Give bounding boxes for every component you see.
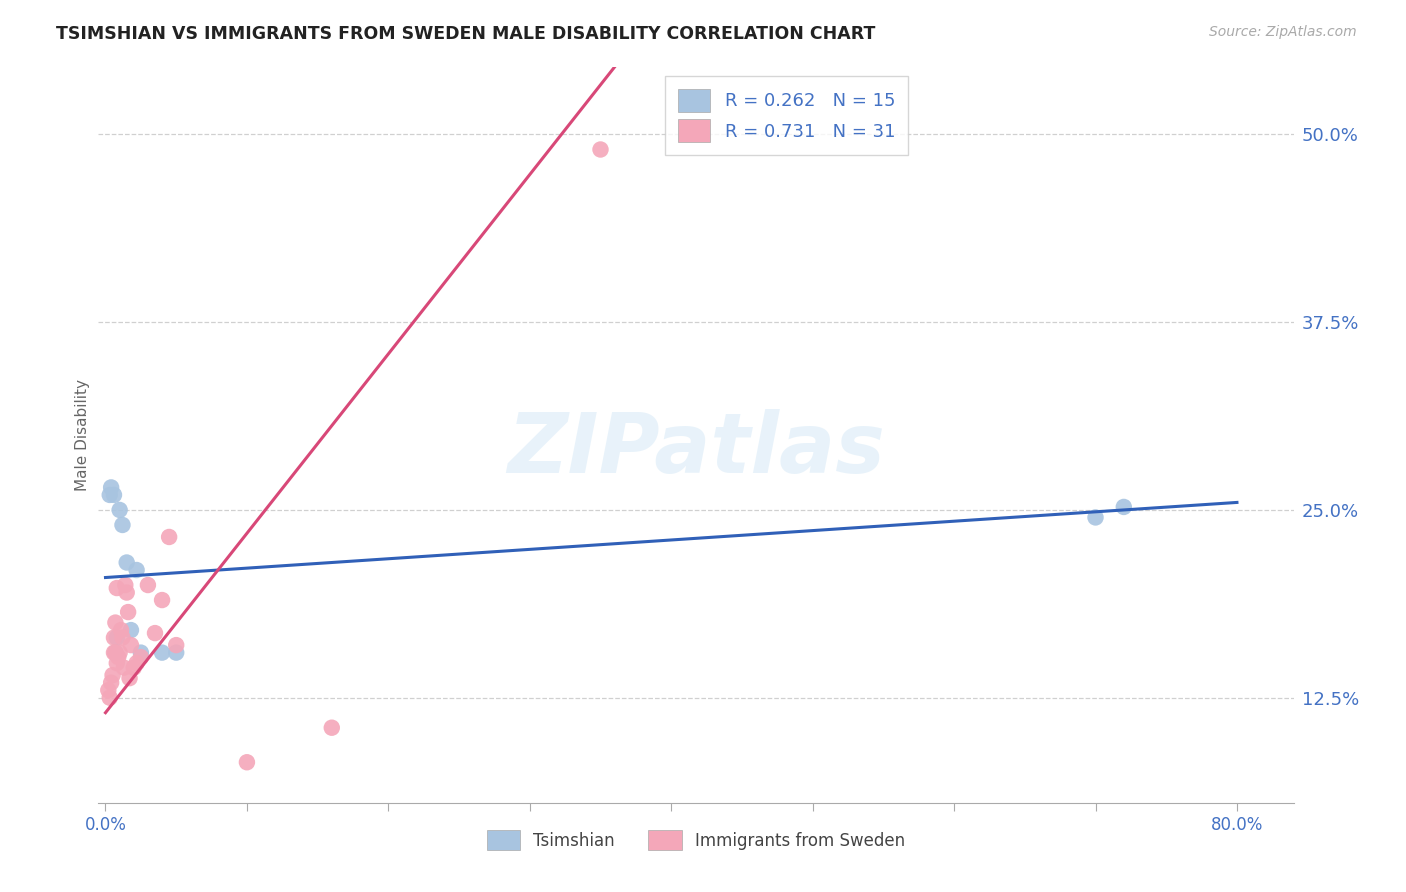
Point <box>107 650 129 665</box>
Point <box>103 646 125 660</box>
Point <box>321 721 343 735</box>
Point <box>136 578 159 592</box>
Point <box>129 646 152 660</box>
Point <box>150 646 173 660</box>
Point <box>143 626 166 640</box>
Point <box>110 623 132 637</box>
Point <box>150 593 173 607</box>
Text: ZIPatlas: ZIPatlas <box>508 409 884 490</box>
Point <box>120 623 142 637</box>
Legend: Tsimshian, Immigrants from Sweden: Tsimshian, Immigrants from Sweden <box>479 823 912 857</box>
Point <box>129 650 152 665</box>
Point <box>103 488 125 502</box>
Point <box>111 518 134 533</box>
Point <box>104 615 127 630</box>
Point <box>115 585 138 599</box>
Point <box>125 656 148 670</box>
Point <box>100 675 122 690</box>
Point <box>112 660 135 674</box>
Point <box>104 646 127 660</box>
Point <box>97 683 120 698</box>
Point <box>114 578 136 592</box>
Point <box>100 480 122 494</box>
Point <box>165 646 187 660</box>
Point <box>105 581 128 595</box>
Point <box>98 690 121 705</box>
Point <box>120 638 142 652</box>
Point <box>108 646 131 660</box>
Point <box>125 563 148 577</box>
Point <box>105 656 128 670</box>
Point <box>103 631 125 645</box>
Point <box>122 660 145 674</box>
Point <box>157 530 180 544</box>
Point <box>589 143 612 157</box>
Point <box>98 488 121 502</box>
Point <box>1112 500 1135 514</box>
Point <box>118 671 141 685</box>
Point <box>165 638 187 652</box>
Point <box>111 631 134 645</box>
Y-axis label: Male Disability: Male Disability <box>75 379 90 491</box>
Point <box>1084 510 1107 524</box>
Text: Source: ZipAtlas.com: Source: ZipAtlas.com <box>1209 25 1357 39</box>
Point <box>236 756 259 770</box>
Point <box>108 503 131 517</box>
Point <box>104 646 127 660</box>
Text: TSIMSHIAN VS IMMIGRANTS FROM SWEDEN MALE DISABILITY CORRELATION CHART: TSIMSHIAN VS IMMIGRANTS FROM SWEDEN MALE… <box>56 25 876 43</box>
Point <box>117 605 139 619</box>
Point <box>105 631 128 645</box>
Point <box>101 668 124 682</box>
Point <box>115 556 138 570</box>
